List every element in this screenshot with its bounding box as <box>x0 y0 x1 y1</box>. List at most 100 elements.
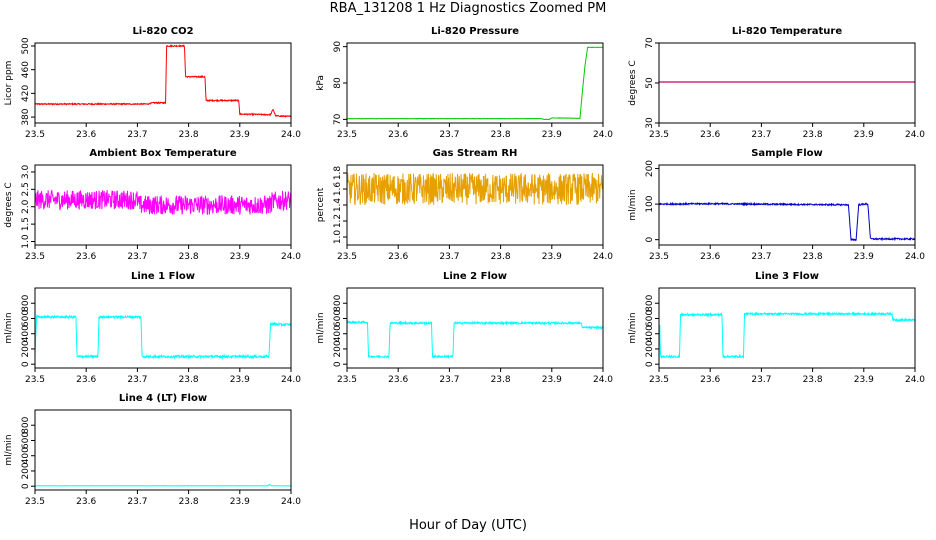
x-tick-label: 24.0 <box>593 252 613 262</box>
x-tick-label: 23.8 <box>803 375 823 385</box>
x-tick-label: 23.8 <box>491 130 511 140</box>
y-tick-label: 1.8 <box>333 166 343 181</box>
panel-7: Line 1 Flow ml/min 23.5 23.6 23.7 23.8 23.9 24.… <box>4 271 301 385</box>
panel-10: Line 4 (LT) Flow ml/min 23.5 23.6 23.7 23.8 23… <box>4 393 301 507</box>
x-tick-label: 23.9 <box>230 130 250 140</box>
y-tick-label: 2.5 <box>21 182 31 196</box>
panel-4: Ambient Box Temperature degrees C 23.5 23.6… <box>4 148 301 262</box>
y-tick-label: 420 <box>21 85 31 102</box>
y-tick-label: 0 <box>333 361 343 367</box>
x-tick-label: 23.8 <box>179 497 199 507</box>
panel-2: Li-820 Pressure kPa 23.5 23.6 23.7 23.8 23.9 24… <box>316 26 613 140</box>
y-tick-label: 1.5 <box>21 217 31 231</box>
x-tick-label: 23.9 <box>854 252 874 262</box>
x-tick-label: 23.8 <box>803 252 823 262</box>
y-tick-label: 400 <box>645 325 655 342</box>
y-axis-label: ml/min <box>316 312 326 343</box>
series-line-1 <box>659 201 915 242</box>
plot-frame <box>346 42 604 124</box>
y-tick-label: 200 <box>333 340 343 357</box>
x-tick-label: 23.9 <box>230 375 250 385</box>
x-tick-label: 24.0 <box>593 130 613 140</box>
x-tick-label: 23.8 <box>803 130 823 140</box>
y-tick-label: 460 <box>21 61 31 78</box>
panel-title: Ambient Box Temperature <box>89 148 236 159</box>
y-tick-label: 600 <box>21 432 31 449</box>
x-tick-label: 23.5 <box>337 252 357 262</box>
x-tick-label: 23.5 <box>25 375 45 385</box>
x-tick-label: 23.5 <box>25 130 45 140</box>
x-tick-label: 23.7 <box>127 130 147 140</box>
panel-6: Sample Flow ml/min 23.5 23.6 23.7 23.8 23.9 24.… <box>628 148 925 262</box>
x-tick-label: 23.5 <box>337 375 357 385</box>
y-tick-label: 0 <box>21 361 31 367</box>
series-line-1 <box>347 46 603 121</box>
y-tick-label: 1.0 <box>333 230 343 245</box>
y-tick-label: 3.0 <box>21 165 31 180</box>
y-tick-label: 600 <box>21 310 31 327</box>
y-tick-label: 600 <box>645 310 655 327</box>
y-tick-label: 0 <box>21 483 31 489</box>
series-line-1 <box>35 44 291 118</box>
panel-title: Sample Flow <box>751 148 823 159</box>
y-axis-label: degrees C <box>4 182 14 227</box>
x-tick-label: 23.5 <box>25 252 45 262</box>
y-tick-label: 50 <box>645 77 655 89</box>
figure-title: RBA_131208 1 Hz Diagnostics Zoomed PM <box>329 1 607 16</box>
x-tick-label: 24.0 <box>905 130 925 140</box>
x-tick-label: 23.9 <box>854 375 874 385</box>
series-line-1 <box>35 314 291 360</box>
x-tick-label: 23.8 <box>491 375 511 385</box>
y-tick-label: 100 <box>645 195 655 212</box>
x-tick-label: 23.8 <box>179 252 199 262</box>
panel-1: Li-820 CO2 Licor ppm 23.5 23.6 23.7 23.8 23.9 2… <box>4 26 301 140</box>
panel-title: Line 2 Flow <box>443 271 507 282</box>
x-tick-label: 24.0 <box>281 130 301 140</box>
x-axis-title: Hour of Day (UTC) <box>409 518 527 533</box>
x-tick-label: 23.8 <box>179 375 199 385</box>
x-tick-label: 23.6 <box>388 375 408 385</box>
y-tick-label: 30 <box>645 117 655 129</box>
x-tick-label: 23.7 <box>751 375 771 385</box>
y-tick-label: 1.6 <box>333 182 343 197</box>
panel-title: Gas Stream RH <box>433 148 518 159</box>
plot-frame <box>658 287 916 369</box>
plot-frame <box>34 287 292 369</box>
plot-frame <box>34 164 292 246</box>
y-axis-label: ml/min <box>4 312 14 343</box>
panel-8: Line 2 Flow ml/min 23.5 23.6 23.7 23.8 23.9 24.… <box>316 271 613 385</box>
y-tick-label: 200 <box>645 160 655 177</box>
y-tick-label: 0 <box>645 237 655 243</box>
series-line-1 <box>35 483 291 487</box>
y-axis-label: Licor ppm <box>4 61 14 106</box>
panel-9: Line 3 Flow ml/min 23.5 23.6 23.7 23.8 23.9 24.… <box>628 271 925 385</box>
x-tick-label: 23.9 <box>542 375 562 385</box>
x-tick-label: 23.5 <box>337 130 357 140</box>
y-tick-label: 400 <box>21 325 31 342</box>
x-tick-label: 23.9 <box>854 130 874 140</box>
x-tick-label: 23.6 <box>700 252 720 262</box>
x-tick-label: 23.5 <box>649 130 669 140</box>
x-tick-label: 23.7 <box>439 375 459 385</box>
x-tick-label: 23.9 <box>230 252 250 262</box>
x-tick-label: 23.7 <box>439 252 459 262</box>
x-tick-label: 23.7 <box>127 375 147 385</box>
panel-title: Line 4 (LT) Flow <box>119 393 207 404</box>
y-tick-label: 90 <box>333 41 343 53</box>
x-tick-label: 23.6 <box>388 252 408 262</box>
x-tick-label: 23.6 <box>76 252 96 262</box>
x-tick-label: 23.7 <box>127 252 147 262</box>
y-axis-label: percent <box>316 187 326 222</box>
y-tick-label: 70 <box>333 113 343 125</box>
y-axis-label: degrees C <box>628 60 638 105</box>
x-tick-label: 24.0 <box>281 252 301 262</box>
series-line-1 <box>659 311 915 360</box>
panel-5: Gas Stream RH percent 23.5 23.6 23.7 23.8 23.9… <box>316 148 613 262</box>
x-tick-label: 23.9 <box>230 497 250 507</box>
x-tick-label: 23.6 <box>388 130 408 140</box>
panel-title: Line 3 Flow <box>755 271 819 282</box>
y-tick-label: 2.0 <box>21 199 31 214</box>
plot-frame <box>346 287 604 369</box>
